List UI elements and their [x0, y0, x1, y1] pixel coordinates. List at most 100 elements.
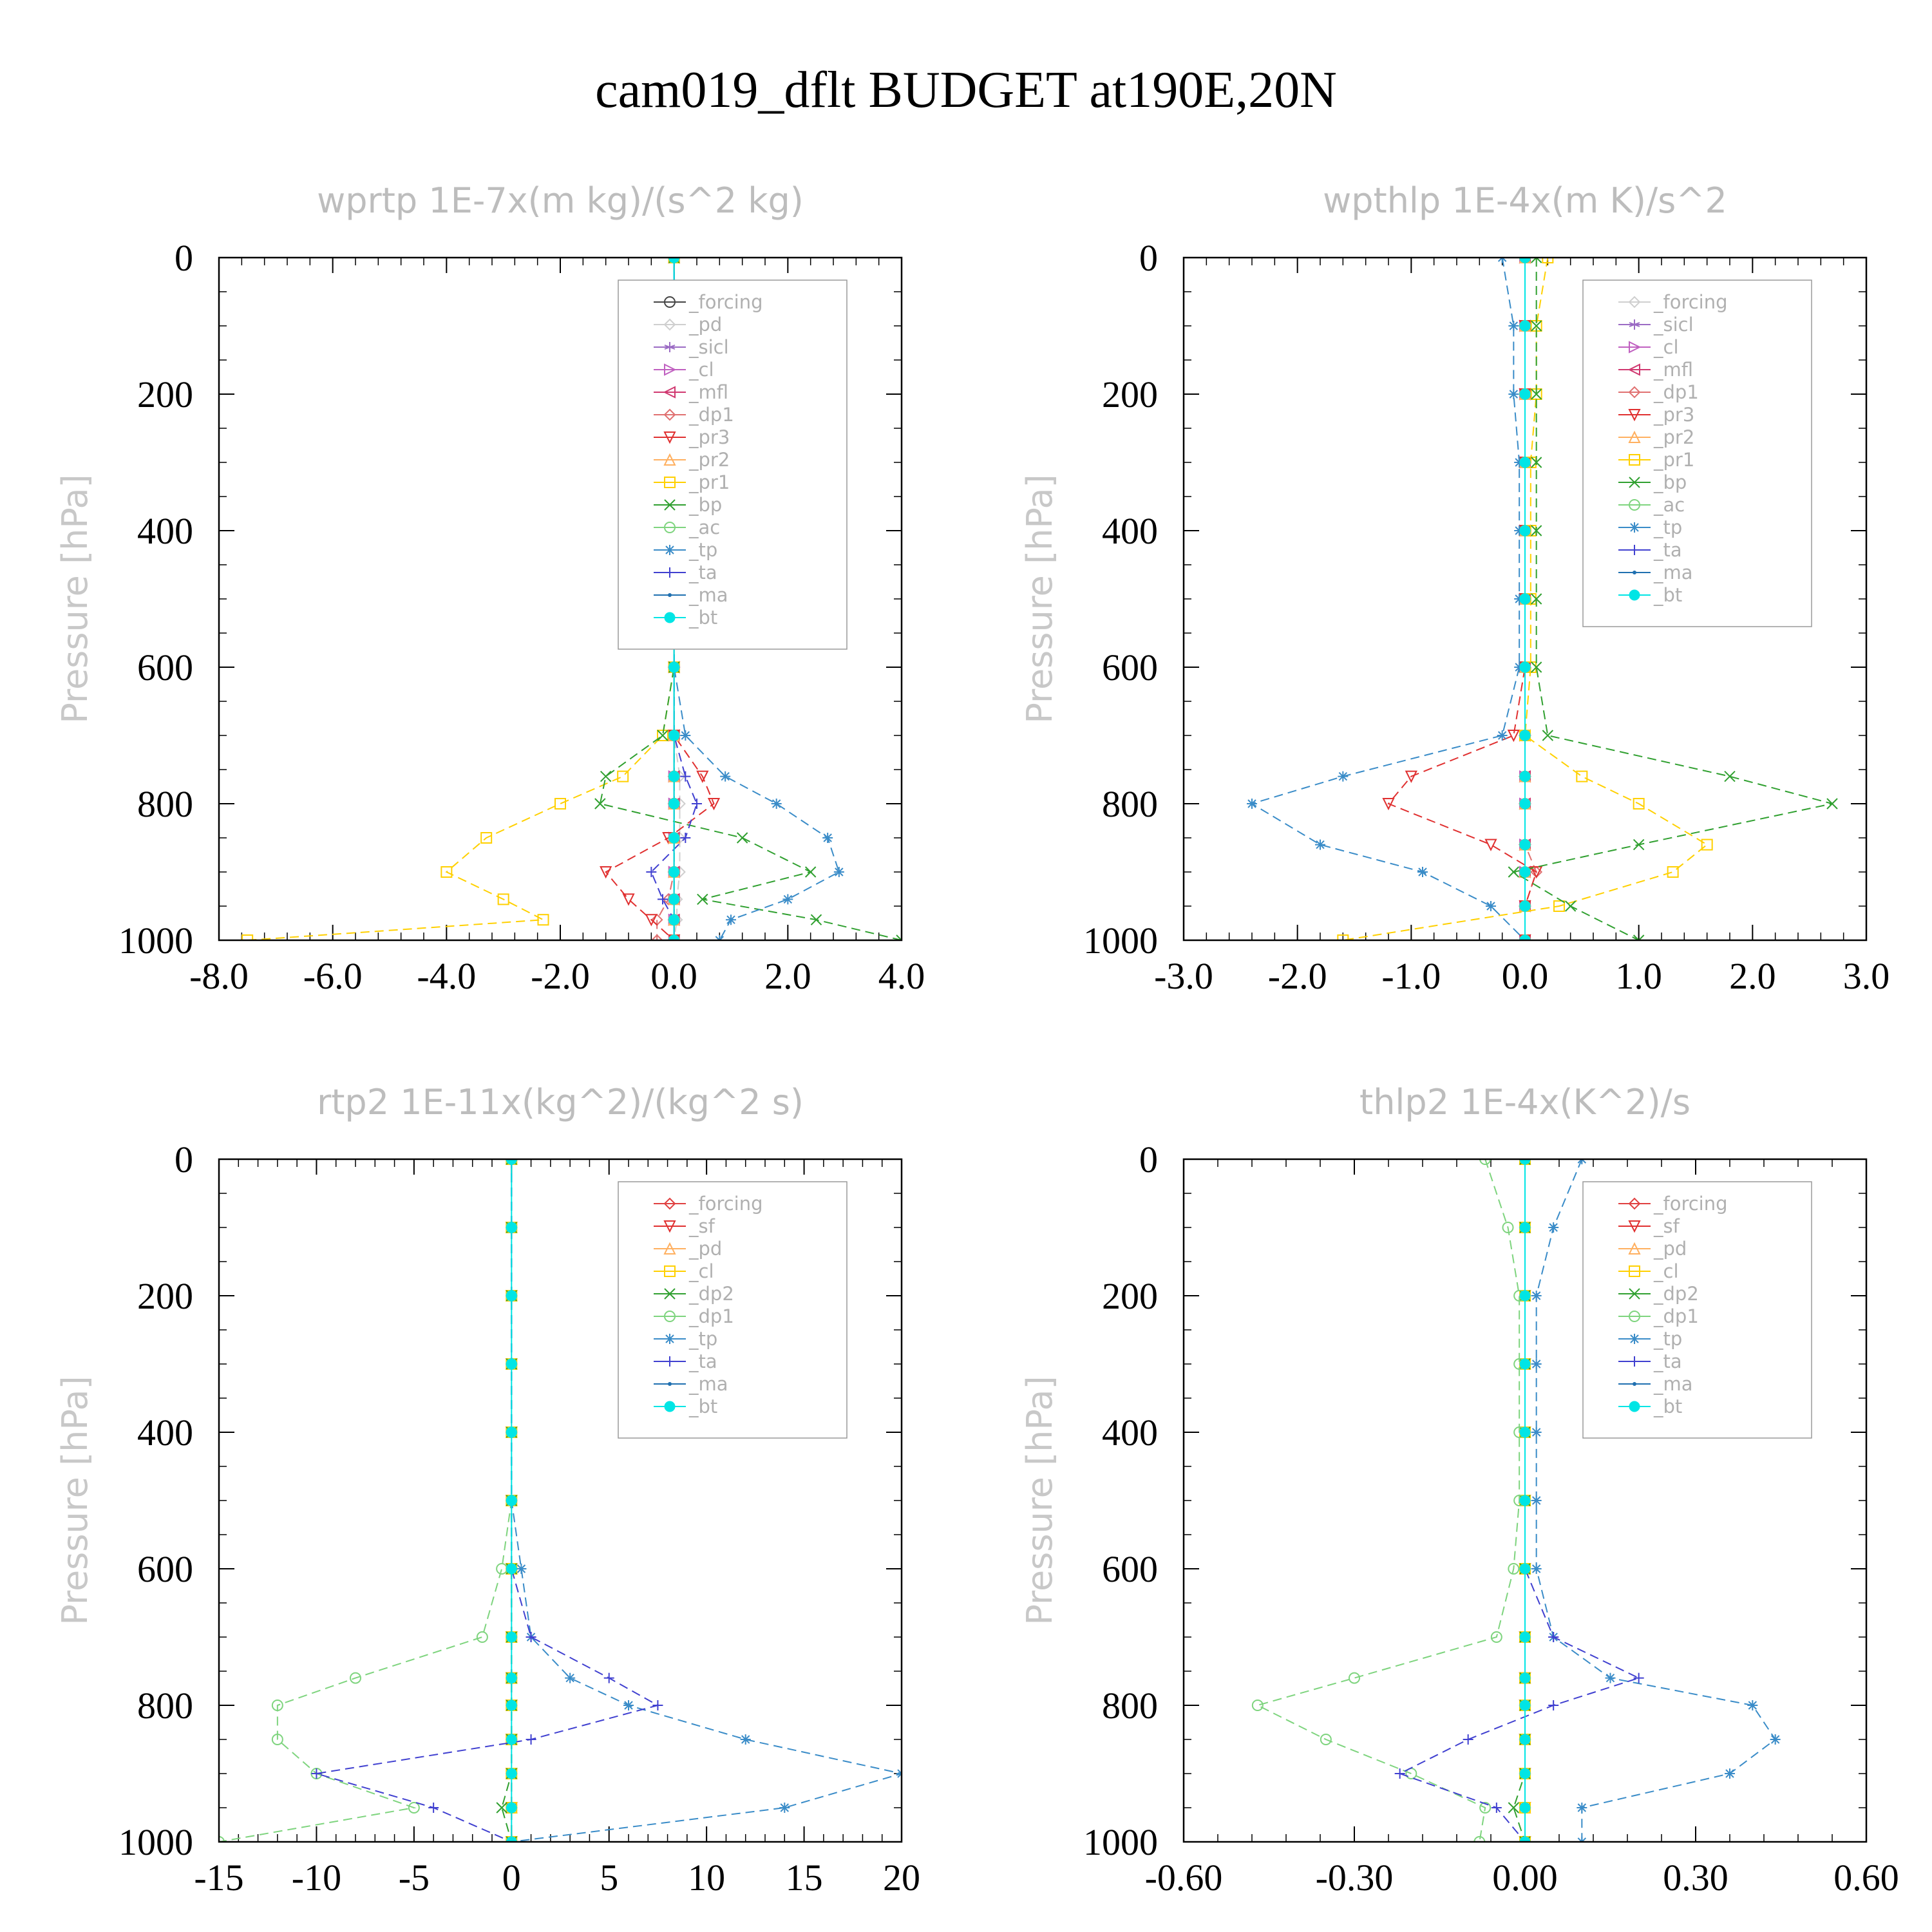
- y-tick-label: 1000: [1083, 1821, 1158, 1863]
- legend-marker: [664, 1265, 676, 1277]
- data-point: [1382, 798, 1395, 811]
- legend-item: _ma: [654, 584, 728, 606]
- data-point: [668, 798, 680, 810]
- data-point: [1519, 1734, 1531, 1745]
- legend-marker: [664, 477, 676, 488]
- data-point: [1633, 934, 1645, 940]
- data-point: [1508, 866, 1520, 878]
- data-point: [440, 866, 453, 878]
- x-tick-label: 20: [883, 1857, 920, 1899]
- data-point: [506, 1700, 517, 1711]
- data-point: [771, 799, 782, 809]
- legend-marker: [1629, 1288, 1640, 1300]
- x-tick-label: -10: [292, 1857, 341, 1899]
- data-point: [1542, 258, 1554, 263]
- legend-label: _bt: [688, 607, 717, 629]
- legend-item: _bt: [654, 1396, 717, 1417]
- data-point: [311, 1768, 322, 1779]
- data-point: [1338, 771, 1349, 782]
- data-point: [600, 866, 612, 879]
- data-point: [1519, 1563, 1531, 1575]
- legend-label: _pd: [688, 1238, 722, 1260]
- data-point: [1349, 1672, 1360, 1684]
- data-point: [1564, 900, 1577, 912]
- data-point: [350, 1672, 361, 1684]
- data-point: [1479, 1802, 1492, 1814]
- y-tick-label: 400: [137, 510, 193, 552]
- data-point: [1725, 1768, 1735, 1779]
- legend-marker: [664, 363, 677, 376]
- plot-frame: [1182, 256, 1868, 942]
- legend-label: _ta: [688, 1350, 717, 1372]
- data-point: [1530, 593, 1542, 605]
- data-point: [833, 867, 844, 877]
- legend-label: _tp: [1653, 516, 1682, 538]
- data-point: [1605, 1672, 1616, 1683]
- data-point: [1519, 320, 1531, 332]
- data-point: [1519, 1631, 1531, 1643]
- x-tick-label: -4.0: [417, 955, 476, 997]
- data-point: [497, 893, 509, 905]
- data-point: [428, 1803, 439, 1813]
- data-point: [506, 1563, 517, 1575]
- data-point: [603, 1672, 614, 1683]
- data-point: [506, 1672, 517, 1684]
- legend-marker: [663, 453, 676, 466]
- data-point: [1519, 730, 1531, 741]
- legend-item: _dp1: [654, 1305, 734, 1327]
- y-tick-label: 800: [1102, 1685, 1158, 1727]
- legend-item: _bt: [1618, 584, 1682, 606]
- legend-item: _forcing: [1618, 291, 1728, 313]
- data-point: [646, 867, 657, 877]
- data-point: [740, 1734, 751, 1745]
- legend: _forcing_sf_pd_cl_dp2_dp1_tp_ta_ma_bt: [1582, 1181, 1812, 1439]
- y-tick-label: 1000: [118, 1821, 193, 1863]
- legend-marker: [1629, 545, 1640, 555]
- x-tick-label: 10: [688, 1857, 725, 1899]
- data-point: [1530, 388, 1542, 400]
- data-point: [1519, 1222, 1531, 1233]
- data-point: [658, 894, 668, 905]
- series_tp: [1247, 258, 1530, 940]
- data-point: [565, 1672, 576, 1683]
- legend-marker: [1629, 1265, 1640, 1277]
- legend-item: _cl: [1618, 1260, 1679, 1282]
- panel-title: wprtp 1E-7x(m kg)/(s^2 kg): [317, 180, 804, 221]
- x-tick-label: -0.30: [1316, 1857, 1394, 1899]
- data-point: [506, 1631, 517, 1643]
- data-point: [697, 893, 708, 905]
- legend-marker: [1629, 589, 1640, 601]
- legend-item: _forcing: [1618, 1193, 1728, 1215]
- data-point: [1530, 866, 1543, 879]
- legend-marker: [668, 593, 672, 597]
- y-tick-label: 600: [137, 1548, 193, 1590]
- legend-marker: [663, 1242, 676, 1255]
- data-point: [668, 730, 680, 741]
- data-point: [1514, 594, 1525, 604]
- data-point: [506, 1358, 517, 1370]
- data-point: [736, 832, 748, 844]
- plot-area: [1247, 258, 1838, 940]
- legend-label: _pd: [1653, 1238, 1687, 1260]
- legend-box: [618, 279, 848, 650]
- data-point: [1507, 730, 1520, 743]
- legend-label: _bp: [688, 494, 722, 516]
- chart-panel-2: wpthlp 1E-4x(m K)/s^2 Pressure [hPa] -3.0 -…: [1019, 180, 1889, 997]
- legend-item: _sf: [654, 1215, 715, 1237]
- data-point: [668, 258, 680, 263]
- data-point: [1486, 901, 1496, 911]
- legend-item: _dp2: [654, 1283, 734, 1305]
- x-tick-label: 0.00: [1492, 1857, 1558, 1899]
- legend-item: _bt: [1618, 1396, 1682, 1417]
- data-point: [696, 770, 709, 783]
- legend-marker: [663, 318, 676, 331]
- legend-marker: [665, 1356, 675, 1367]
- data-point: [1770, 1734, 1781, 1745]
- data-point: [526, 1734, 536, 1745]
- data-point: [554, 798, 566, 810]
- data-point: [1514, 526, 1525, 536]
- series_bt: [506, 1159, 517, 1842]
- legend: _forcing_sf_pd_cl_dp2_dp1_tp_ta_ma_bt: [618, 1181, 848, 1439]
- legend-label: _forcing: [688, 1193, 763, 1215]
